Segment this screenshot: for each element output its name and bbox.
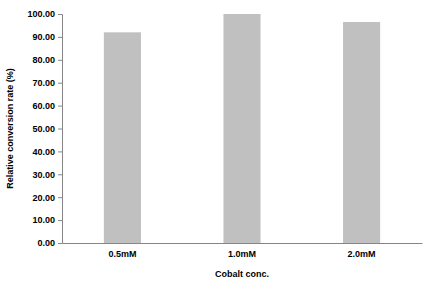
y-tick-label: 30.00: [32, 170, 55, 180]
y-tick-mark: [58, 129, 62, 130]
y-tick: 0.00: [37, 238, 62, 248]
x-axis-line: [63, 243, 423, 244]
x-axis-title: Cobalt conc.: [215, 269, 269, 279]
y-tick-label: 20.00: [32, 193, 55, 203]
y-tick: 80.00: [32, 55, 62, 65]
x-axis: 0.5mM 1.0mM 2.0mM: [63, 243, 423, 259]
y-tick: 100.00: [27, 9, 62, 19]
x-tick: 2.0mM: [348, 243, 376, 259]
y-tick-label: 100.00: [27, 9, 55, 19]
y-tick-label: 40.00: [32, 147, 55, 157]
y-tick-label: 0.00: [37, 238, 55, 248]
y-tick-label: 70.00: [32, 78, 55, 88]
y-tick: 30.00: [32, 170, 62, 180]
y-tick-mark: [58, 174, 62, 175]
y-tick-mark: [58, 243, 62, 244]
x-tick-label: 2.0mM: [348, 249, 376, 259]
y-tick-label: 80.00: [32, 55, 55, 65]
y-tick-label: 50.00: [32, 124, 55, 134]
y-tick: 50.00: [32, 124, 62, 134]
y-tick: 20.00: [32, 193, 62, 203]
x-tick: 0.5mM: [108, 243, 136, 259]
plot: 0.00 10.00 20.00 30.00 40.00 50.00 60.00 70.00 8…: [27, 9, 422, 259]
y-tick-label: 60.00: [32, 101, 55, 111]
chart: 0.00 10.00 20.00 30.00 40.00 50.00 60.00 70.00 8…: [0, 0, 434, 289]
y-tick-label: 10.00: [32, 215, 55, 225]
y-tick: 60.00: [32, 101, 62, 111]
y-axis: 0.00 10.00 20.00 30.00 40.00 50.00 60.00 70.00 8…: [27, 9, 62, 248]
y-tick: 10.00: [32, 215, 62, 225]
y-tick-label: 90.00: [32, 32, 55, 42]
y-tick-mark: [58, 197, 62, 198]
y-tick-mark: [58, 14, 62, 15]
y-tick-mark: [58, 220, 62, 221]
x-tick-label: 1.0mM: [228, 249, 256, 259]
y-tick-mark: [58, 83, 62, 84]
bars: [104, 14, 380, 243]
x-tick: 1.0mM: [228, 243, 256, 259]
y-tick: 40.00: [32, 147, 62, 157]
y-axis-title: Relative conversion rate (%): [5, 68, 15, 189]
bar: [223, 14, 260, 243]
y-tick-mark: [58, 106, 62, 107]
y-tick: 90.00: [32, 32, 62, 42]
x-tick-label: 0.5mM: [108, 249, 136, 259]
y-tick-mark: [58, 37, 62, 38]
bar: [343, 22, 380, 243]
y-tick: 70.00: [32, 78, 62, 88]
y-axis-line: [58, 15, 63, 244]
bar: [104, 32, 141, 243]
y-tick-mark: [58, 60, 62, 61]
y-tick-mark: [58, 151, 62, 152]
